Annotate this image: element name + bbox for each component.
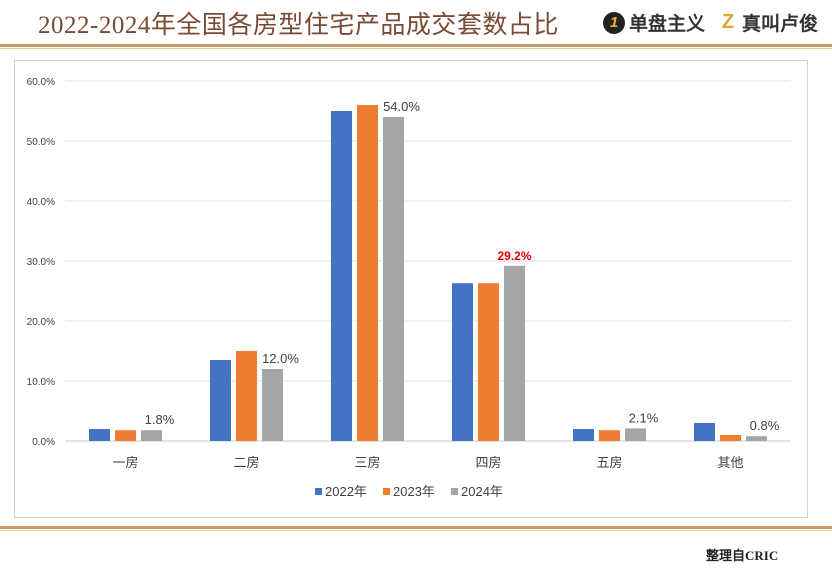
bar-2024年-四房: [504, 265, 525, 441]
legend-label: 2022年: [325, 484, 367, 499]
legend-swatch: [451, 488, 458, 495]
x-tick-label: 三房: [354, 455, 380, 470]
data-label: 29.2%: [497, 249, 531, 263]
brand-danpan: 1 单盘主义: [603, 9, 705, 36]
data-label: 2.1%: [629, 410, 659, 425]
x-tick-label: 五房: [596, 455, 622, 470]
x-tick-label: 其他: [717, 455, 743, 470]
data-label: 12.0%: [262, 351, 299, 366]
bar-chart: 0.0% 10.0% 20.0% 30.0% 40.0% 50.0% 60.0% 一房 二房 三房…: [27, 77, 791, 499]
x-tick-label: 四房: [475, 455, 501, 470]
bar-2023年-五房: [599, 430, 620, 441]
y-tick-label: 40.0%: [27, 197, 55, 208]
y-tick-label: 60.0%: [27, 77, 55, 88]
bar-2022年-四房: [452, 283, 473, 441]
bar-2024年-二房: [262, 369, 283, 441]
brand-danpan-label: 单盘主义: [629, 14, 706, 35]
header-divider-thin: [0, 48, 832, 49]
brand-zhenjiao-label: 真叫卢俊: [742, 14, 819, 35]
y-tick-label: 20.0%: [27, 317, 55, 328]
y-tick-label: 30.0%: [27, 257, 55, 268]
x-tick-label: 二房: [233, 455, 259, 470]
bar-2024年-一房: [141, 430, 162, 441]
bar-2024年-五房: [625, 428, 646, 441]
y-tick-label: 0.0%: [32, 437, 55, 448]
zhenjiao-logo-icon: Z: [721, 11, 735, 33]
bar-2022年-二房: [210, 360, 231, 441]
bar-2022年-三房: [331, 111, 352, 441]
bar-2023年-一房: [115, 430, 136, 441]
header: 2022-2024年全国各房型住宅产品成交套数占比 1 单盘主义 Z 真叫卢俊: [0, 0, 832, 46]
bar-2024年-三房: [383, 117, 404, 441]
legend-label: 2024年: [461, 484, 503, 499]
bar-2022年-其他: [694, 423, 715, 441]
bar-2023年-四房: [478, 283, 499, 441]
bar-2023年-二房: [236, 351, 257, 441]
chart-frame: 0.0% 10.0% 20.0% 30.0% 40.0% 50.0% 60.0% 一房 二房 三房…: [14, 60, 808, 518]
bar-2023年-其他: [720, 435, 741, 441]
y-tick-label: 50.0%: [27, 137, 55, 148]
y-tick-label: 10.0%: [27, 377, 55, 388]
header-divider: [0, 44, 832, 47]
data-label: 1.8%: [145, 412, 175, 427]
bar-2022年-五房: [573, 429, 594, 441]
bar-2022年-一房: [89, 429, 110, 441]
bar-2024年-其他: [746, 436, 767, 441]
legend-swatch: [315, 488, 322, 495]
danpan-logo-icon: 1: [603, 11, 625, 34]
legend-label: 2023年: [393, 484, 435, 499]
legend-swatch: [383, 488, 390, 495]
data-label: 0.8%: [750, 418, 780, 433]
x-tick-label: 一房: [112, 455, 138, 470]
source-note: 整理自CRIC: [706, 548, 779, 563]
brand-zhenjiao: Z 真叫卢俊: [718, 9, 818, 36]
footer-divider-thin: [0, 530, 832, 531]
footer-divider: [0, 526, 832, 529]
bar-2023年-三房: [357, 105, 378, 441]
page-title: 2022-2024年全国各房型住宅产品成交套数占比: [38, 12, 559, 39]
data-label: 54.0%: [383, 99, 420, 114]
